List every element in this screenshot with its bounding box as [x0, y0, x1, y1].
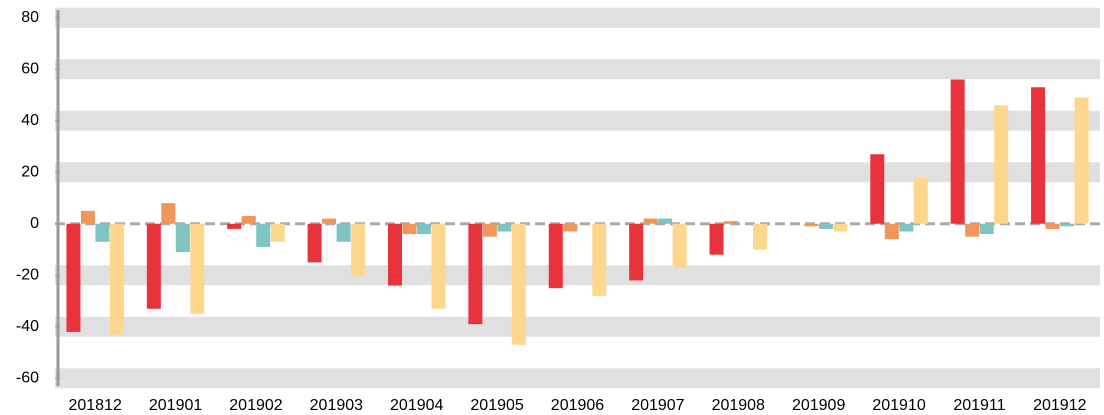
y-tick-label: 0 — [30, 215, 39, 232]
x-tick-label: 201901 — [149, 397, 202, 414]
bar — [658, 218, 673, 224]
bar — [336, 223, 351, 242]
bar — [818, 223, 833, 229]
bar — [402, 223, 417, 235]
bar — [416, 223, 431, 235]
bar — [322, 218, 337, 224]
x-tick-label: 201907 — [631, 397, 684, 414]
grid-band — [55, 368, 1100, 389]
bar — [724, 221, 739, 224]
bar — [146, 223, 161, 309]
bar — [497, 223, 512, 232]
bar — [994, 105, 1009, 224]
bar — [833, 223, 848, 232]
grid-band — [55, 162, 1100, 183]
bar — [511, 223, 526, 345]
x-tick-label: 201910 — [872, 397, 925, 414]
bar — [979, 223, 994, 235]
bar — [190, 223, 205, 314]
y-tick-label: -40 — [16, 318, 39, 335]
y-tick-label: 40 — [21, 112, 39, 129]
grid-band — [55, 316, 1100, 337]
bar — [256, 223, 271, 247]
x-tick-label: 201906 — [551, 397, 604, 414]
bar — [95, 223, 110, 242]
bar — [672, 223, 687, 268]
x-tick-label: 201904 — [390, 397, 443, 414]
bar — [950, 79, 965, 224]
grid-band — [55, 265, 1100, 286]
y-tick-label: 60 — [21, 60, 39, 77]
bar — [175, 223, 190, 253]
bar — [753, 223, 768, 250]
bar — [913, 177, 928, 224]
bar — [227, 223, 242, 229]
bar — [1060, 223, 1075, 227]
x-tick-label: 201912 — [1033, 397, 1086, 414]
y-tick-label: 80 — [21, 9, 39, 26]
bar — [1045, 223, 1060, 229]
bar — [241, 216, 256, 224]
bar — [965, 223, 980, 237]
x-tick-label: 201908 — [712, 397, 765, 414]
bar — [387, 223, 402, 286]
bar — [109, 223, 124, 335]
bar — [563, 223, 578, 232]
bar — [80, 210, 95, 224]
grid-band — [55, 7, 1100, 28]
x-tick-label: 201903 — [310, 397, 363, 414]
bar — [307, 223, 322, 263]
bar — [592, 223, 607, 296]
x-tick-label: 201902 — [229, 397, 282, 414]
y-tick-label: 20 — [21, 163, 39, 180]
bar — [1031, 87, 1046, 224]
x-tick-label: 201812 — [68, 397, 121, 414]
grid-band — [55, 110, 1100, 131]
grid-band — [55, 59, 1100, 80]
bar — [629, 223, 644, 281]
y-tick-label: -20 — [16, 266, 39, 283]
bar — [161, 203, 176, 224]
bar — [870, 154, 885, 224]
bar — [548, 223, 563, 289]
x-tick-label: 201911 — [953, 397, 1005, 414]
bar — [66, 223, 81, 332]
x-tick-label: 201905 — [470, 397, 523, 414]
bar — [643, 218, 658, 224]
bar — [884, 223, 899, 240]
bar — [468, 223, 483, 325]
bar — [804, 223, 819, 227]
bar — [1074, 97, 1089, 224]
bar — [351, 223, 366, 276]
x-tick-label: 201909 — [792, 397, 845, 414]
bar — [270, 223, 285, 242]
bar — [482, 223, 497, 237]
bar — [899, 223, 914, 232]
bar — [709, 223, 724, 255]
y-tick-label: -60 — [16, 369, 39, 386]
bar — [431, 223, 446, 309]
